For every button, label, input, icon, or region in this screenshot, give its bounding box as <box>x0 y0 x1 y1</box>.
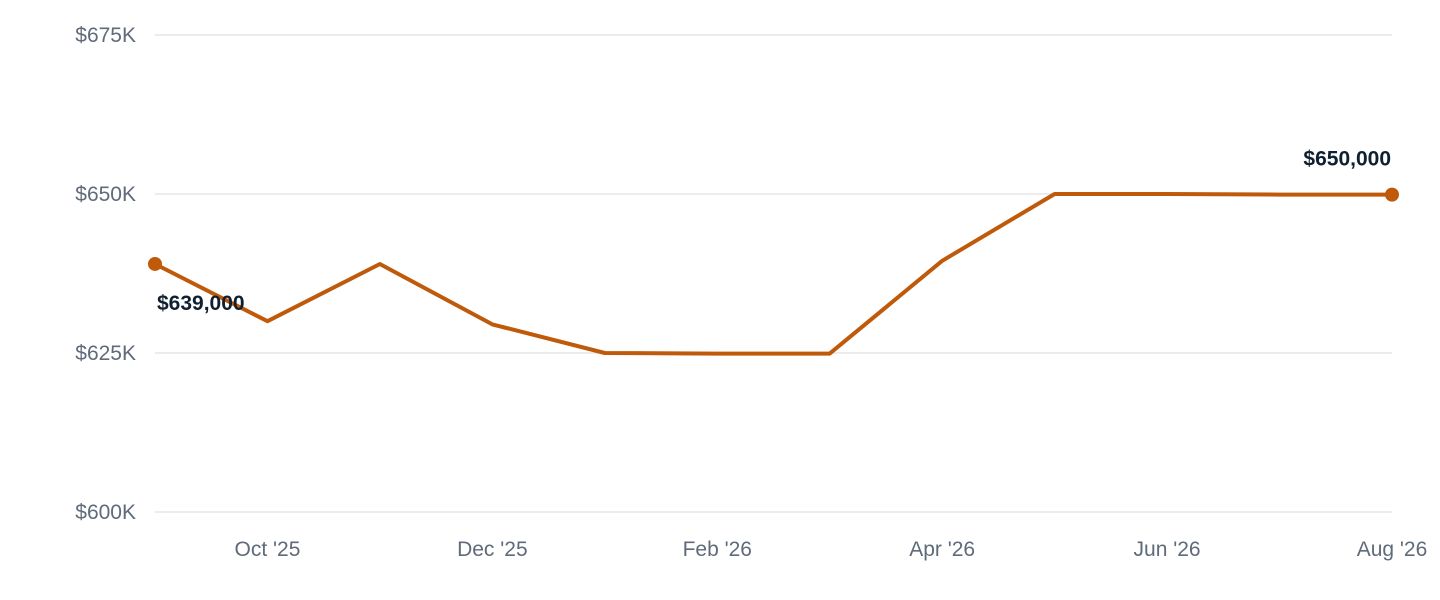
x-tick-label: Apr '26 <box>909 538 975 561</box>
data-label: $650,000 <box>1303 148 1391 171</box>
series-line <box>153 192 1394 356</box>
y-tick-label: $675K <box>75 24 136 47</box>
y-tick-label: $625K <box>75 342 136 365</box>
x-tick-label: Aug '26 <box>1357 538 1428 561</box>
x-tick-label: Jun '26 <box>1134 538 1201 561</box>
data-point-marker <box>1385 187 1399 202</box>
x-tick-label: Oct '25 <box>235 538 301 561</box>
y-tick-label: $600K <box>75 501 136 524</box>
x-tick-label: Feb '26 <box>683 538 752 561</box>
y-tick-label: $650K <box>75 183 136 206</box>
x-tick-label: Dec '25 <box>457 538 528 561</box>
data-label: $639,000 <box>157 292 245 315</box>
data-point-marker <box>148 256 162 271</box>
